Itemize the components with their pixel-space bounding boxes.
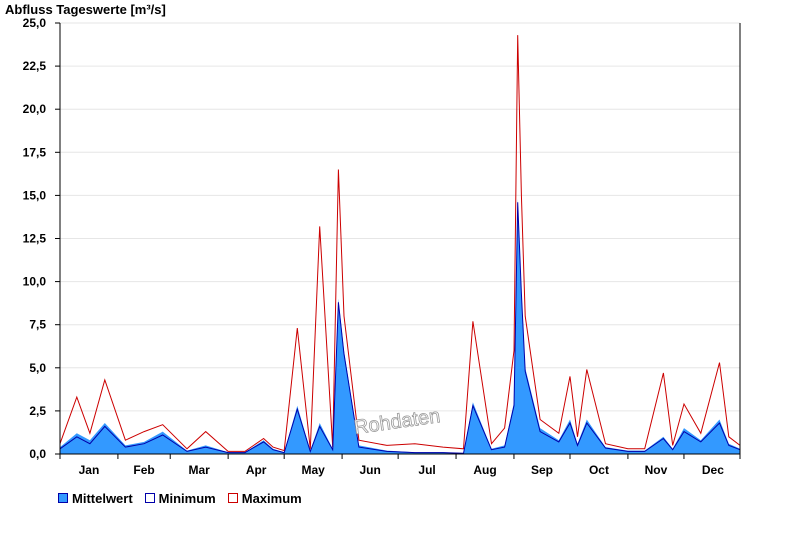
legend-swatch-maximum (227, 493, 238, 503)
x-tick-label: Oct (589, 463, 609, 477)
x-tick-label: Feb (133, 463, 154, 477)
y-tick-label: 2,5 (29, 404, 46, 418)
x-tick-label: Mar (189, 463, 211, 477)
y-tick-label: 20,0 (23, 102, 47, 116)
watermark: Rohdaten (353, 405, 442, 439)
legend-item-mittelwert: Mittelwert (58, 491, 133, 506)
y-tick-label: 0,0 (29, 447, 46, 461)
y-tick-label: 5,0 (29, 361, 46, 375)
y-tick-label: 17,5 (23, 145, 47, 159)
x-tick-label: Jul (418, 463, 435, 477)
legend-swatch-mittelwert (58, 493, 68, 503)
series-line-minimum (59, 202, 741, 454)
x-tick-label: Jun (359, 463, 380, 477)
x-tick-label: Jan (79, 463, 100, 477)
y-tick-label: 10,0 (23, 275, 47, 289)
y-tick-label: 7,5 (29, 318, 46, 332)
legend-item-maximum: Maximum (227, 490, 302, 506)
legend-label-maximum: Maximum (241, 490, 302, 506)
chart-title: Abfluss Tageswerte [m³/s] (5, 2, 166, 17)
y-tick-label: 15,0 (23, 188, 47, 202)
legend-item-minimum: Minimum (144, 490, 216, 506)
x-tick-label: Sep (531, 463, 553, 477)
legend-label-mittelwert: Mittelwert (72, 490, 133, 506)
legend: Mittelwert Minimum Maximum (58, 490, 302, 506)
series-line-maximum (59, 35, 741, 452)
legend-label-minimum: Minimum (158, 490, 216, 506)
legend-swatch-minimum (144, 493, 155, 503)
y-tick-label: 22,5 (23, 59, 47, 73)
x-tick-label: Dec (702, 463, 724, 477)
x-tick-label: Apr (246, 463, 267, 477)
x-tick-label: Aug (473, 463, 496, 477)
y-tick-label: 12,5 (23, 232, 47, 246)
x-tick-label: Nov (645, 463, 668, 477)
y-tick-label: 25,0 (23, 16, 47, 30)
x-tick-label: May (301, 463, 325, 477)
